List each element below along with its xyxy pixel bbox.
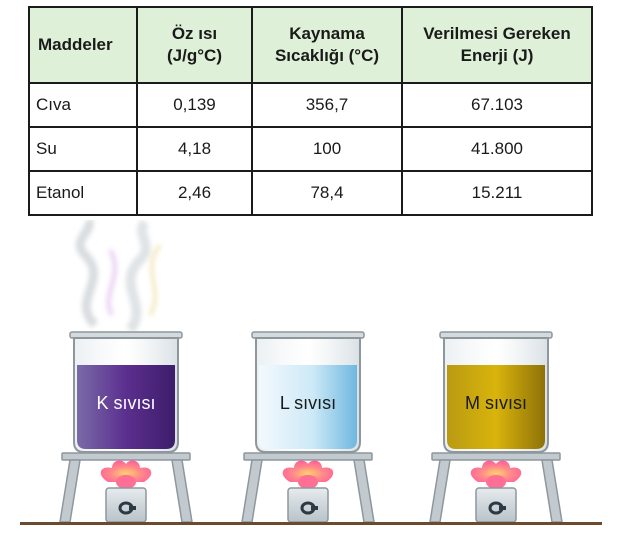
cell-boiling-point: 78,4 <box>251 170 403 216</box>
burner-icon <box>475 487 517 523</box>
cell-energy: 67.103 <box>401 82 593 128</box>
beaker-icon <box>251 331 365 453</box>
cell-boiling-point: 356,7 <box>251 82 403 128</box>
cell-specific-heat: 0,139 <box>136 82 253 128</box>
beaker-k: K sıvısı <box>69 331 183 453</box>
cell-substance: Su <box>28 126 138 172</box>
header-kaynama-sicakligi: Kaynama Sıcaklığı (°C) <box>251 6 403 84</box>
header-verilmesi-gereken-enerji: Verilmesi Gereken Enerji (J) <box>401 6 593 84</box>
tripod-icon <box>241 452 375 523</box>
cell-energy: 41.800 <box>401 126 593 172</box>
cell-boiling-point: 100 <box>251 126 403 172</box>
heating-scene: K sıvısı L sıvısı M sıvısı <box>20 220 602 525</box>
header-oz-isi: Öz ısı (J/g°C) <box>136 6 253 84</box>
burner-icon <box>105 487 147 523</box>
table-row: Etanol 2,46 78,4 15.211 <box>28 170 593 216</box>
tripod-icon <box>429 452 563 523</box>
beaker-l: L sıvısı <box>251 331 365 453</box>
data-table: Maddeler Öz ısı (J/g°C) Kaynama Sıcaklığ… <box>28 6 593 216</box>
flame-icon <box>282 460 334 489</box>
beaker-label: K sıvısı <box>96 393 155 413</box>
beaker-label: L sıvısı <box>280 393 336 413</box>
burner-icon <box>287 487 329 523</box>
table-header-row: Maddeler Öz ısı (J/g°C) Kaynama Sıcaklığ… <box>28 6 593 84</box>
beaker-m: M sıvısı <box>439 331 553 453</box>
beaker-label: M sıvısı <box>465 393 527 413</box>
beaker-icon <box>439 331 553 453</box>
flame-icon <box>470 460 522 489</box>
header-maddeler: Maddeler <box>28 6 138 84</box>
cell-substance: Etanol <box>28 170 138 216</box>
cell-energy: 15.211 <box>401 170 593 216</box>
beaker-icon <box>69 331 183 453</box>
cell-specific-heat: 4,18 <box>136 126 253 172</box>
ground-line <box>20 522 602 525</box>
table-row: Su 4,18 100 41.800 <box>28 126 593 172</box>
cell-specific-heat: 2,46 <box>136 170 253 216</box>
table-row: Cıva 0,139 356,7 67.103 <box>28 82 593 128</box>
steam-icon <box>75 220 162 334</box>
cell-substance: Cıva <box>28 82 138 128</box>
flame-icon <box>100 460 152 489</box>
